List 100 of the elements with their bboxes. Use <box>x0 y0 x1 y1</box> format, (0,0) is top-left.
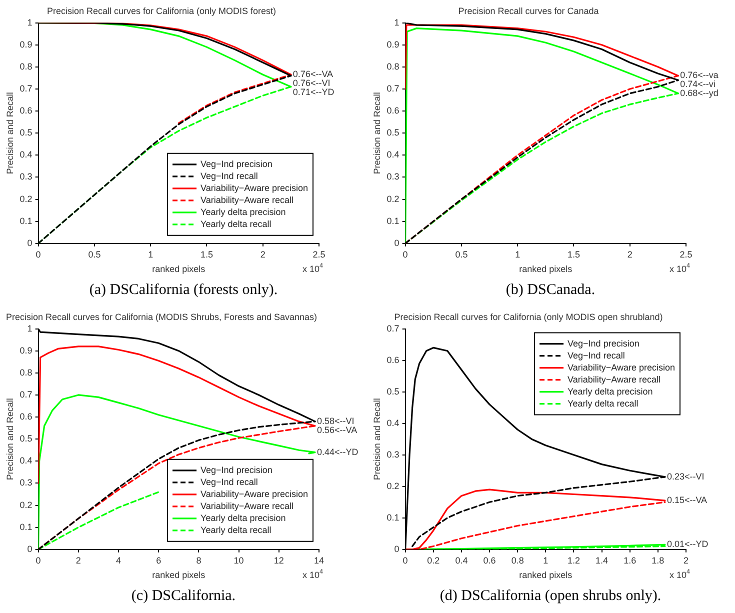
legend-label: Variability−Aware precision <box>200 182 308 193</box>
y-tick-label: 0.2 <box>20 194 32 204</box>
legend-label: Yearly delta recall <box>200 218 272 229</box>
y-tick-label: 0.7 <box>20 83 32 94</box>
annotation: 0.01<--YD <box>666 539 709 550</box>
y-tick-label: 0.5 <box>386 128 400 138</box>
y-tick-label: 0.2 <box>386 480 400 491</box>
x-tick-label: 1.2 <box>567 555 580 566</box>
y-tick-label: 0.8 <box>20 367 32 378</box>
legend-label: Yearly delta recall <box>568 398 638 408</box>
y-tick-label: 0.3 <box>20 172 32 182</box>
y-tick-label: 0.5 <box>20 434 32 444</box>
y-axis-title: Precision and Recall <box>372 398 382 480</box>
x-tick-label: 6 <box>156 555 162 566</box>
legend-label: Veg−Ind recall <box>200 476 258 487</box>
annotation: 0.23<--VI <box>666 471 704 482</box>
y-axis-title: Precision and Recall <box>372 92 382 174</box>
legend-label: Veg−Ind recall <box>568 350 625 360</box>
x-tick-label: 2 <box>627 249 632 260</box>
annotation: 0.76<--VI <box>292 78 330 88</box>
x-tick-label: 0.4 <box>455 555 468 566</box>
x-tick-label: 1 <box>515 249 520 260</box>
y-tick-label: 0.9 <box>20 345 32 356</box>
y-tick-label: 0.4 <box>20 456 32 466</box>
x-tick-label: 1.5 <box>567 249 580 260</box>
y-tick-label: 0.9 <box>20 39 32 50</box>
x-tick-label: 2.5 <box>312 249 326 260</box>
y-tick-label: 0.4 <box>386 150 400 160</box>
y-tick-label: 0.6 <box>386 354 400 365</box>
legend-label: Yearly delta precision <box>200 206 286 217</box>
y-tick-label: 0 <box>394 238 400 248</box>
legend-label: Yearly delta precision <box>200 512 286 523</box>
annotation: 0.44<--YD <box>316 446 359 457</box>
x-tick-label: 12 <box>274 555 284 566</box>
legend-label: Yearly delta precision <box>568 386 653 396</box>
x-tick-label: 1.5 <box>200 249 213 260</box>
annotation: 0.68<--yd <box>680 88 718 98</box>
x-tick-label: 1 <box>148 249 154 260</box>
legend-label: Veg−Ind precision <box>200 464 272 475</box>
x-tick-label: 0.8 <box>511 555 524 566</box>
annotation: 0.15<--VA <box>666 495 708 506</box>
y-tick-label: 0.1 <box>20 522 32 532</box>
x-tick-label: 0.2 <box>427 555 440 566</box>
x-tick-label: 0 <box>402 555 408 566</box>
y-tick-label: 1 <box>394 17 400 28</box>
x-tick-label: 14 <box>314 555 324 566</box>
x-tick-label: 1.4 <box>596 555 608 566</box>
y-tick-label: 0.6 <box>20 106 32 116</box>
x-tick-label: 2 <box>76 555 81 566</box>
annotation: 0.58<--VI <box>316 416 354 426</box>
x-axis-title: ranked pixels <box>152 264 206 274</box>
annotation: 0.76<--VA <box>292 69 334 80</box>
annotation: 0.76<--va <box>680 70 718 80</box>
y-tick-label: 0.2 <box>20 500 32 510</box>
legend-label: Variability−Aware recall <box>568 374 660 384</box>
y-tick-label: 0.4 <box>20 150 32 160</box>
y-tick-label: 0.7 <box>20 389 32 400</box>
text: (b) DSCanada. <box>504 281 596 300</box>
x-tick-label: 0 <box>36 555 41 566</box>
y-tick-label: 0.8 <box>20 61 32 72</box>
y-tick-label: 0.3 <box>386 172 400 182</box>
legend-label: Veg−Ind precision <box>568 338 640 348</box>
chart-title: Precision Recall curves for Canada <box>458 6 599 16</box>
y-tick-label: 0.3 <box>386 449 400 460</box>
x-tick-label: 1.8 <box>652 555 664 566</box>
y-tick-label: 0 <box>394 544 400 554</box>
legend-label: Yearly delta recall <box>200 524 272 535</box>
y-tick-label: 0.2 <box>386 194 400 204</box>
y-axis-title: Precision and Recall <box>4 92 15 174</box>
y-tick-label: 0.8 <box>386 61 400 72</box>
y-tick-label: 0.1 <box>386 512 400 522</box>
x-tick-label: 0 <box>36 249 41 260</box>
x-axis-title: ranked pixels <box>519 570 573 580</box>
text: (a) DSCalifornia (forests only). <box>88 281 279 300</box>
y-tick-label: 1 <box>27 323 32 334</box>
x-tick-label: 0 <box>402 249 408 260</box>
y-tick-label: 0 <box>27 544 32 554</box>
y-tick-label: 0.6 <box>386 106 400 116</box>
chart-title: Precision Recall curves for California (MODIS Shrubs, Forests and Savannas) <box>6 312 318 322</box>
chart-title: Precision Recall curves for California (only MODIS open shrubland) <box>394 312 663 322</box>
y-tick-label: 0.4 <box>386 418 400 428</box>
y-tick-label: 0.9 <box>386 39 400 50</box>
y-axis-title: Precision and Recall <box>4 398 15 480</box>
x-tick-label: 8 <box>196 555 202 566</box>
x-tick-label: 1.6 <box>624 555 636 566</box>
x-tick-label: 10 <box>234 555 244 566</box>
y-tick-label: 0 <box>27 238 32 248</box>
x-tick-label: 2 <box>683 555 689 566</box>
legend-label: Veg−Ind recall <box>200 170 258 181</box>
legend-label: Veg−Ind precision <box>200 158 272 169</box>
y-tick-label: 0.7 <box>386 323 400 334</box>
annotation: 0.71<--YD <box>292 87 335 98</box>
y-tick-label: 0.5 <box>386 386 400 396</box>
x-tick-label: 4 <box>116 555 122 566</box>
y-tick-label: 0.5 <box>20 128 32 138</box>
legend-label: Variability−Aware recall <box>200 194 294 205</box>
x-tick-label: 1 <box>543 555 548 566</box>
x-tick-label: 0.6 <box>483 555 496 566</box>
x-tick-label: 2.5 <box>680 249 692 260</box>
x-tick-label: 0.5 <box>455 249 468 260</box>
